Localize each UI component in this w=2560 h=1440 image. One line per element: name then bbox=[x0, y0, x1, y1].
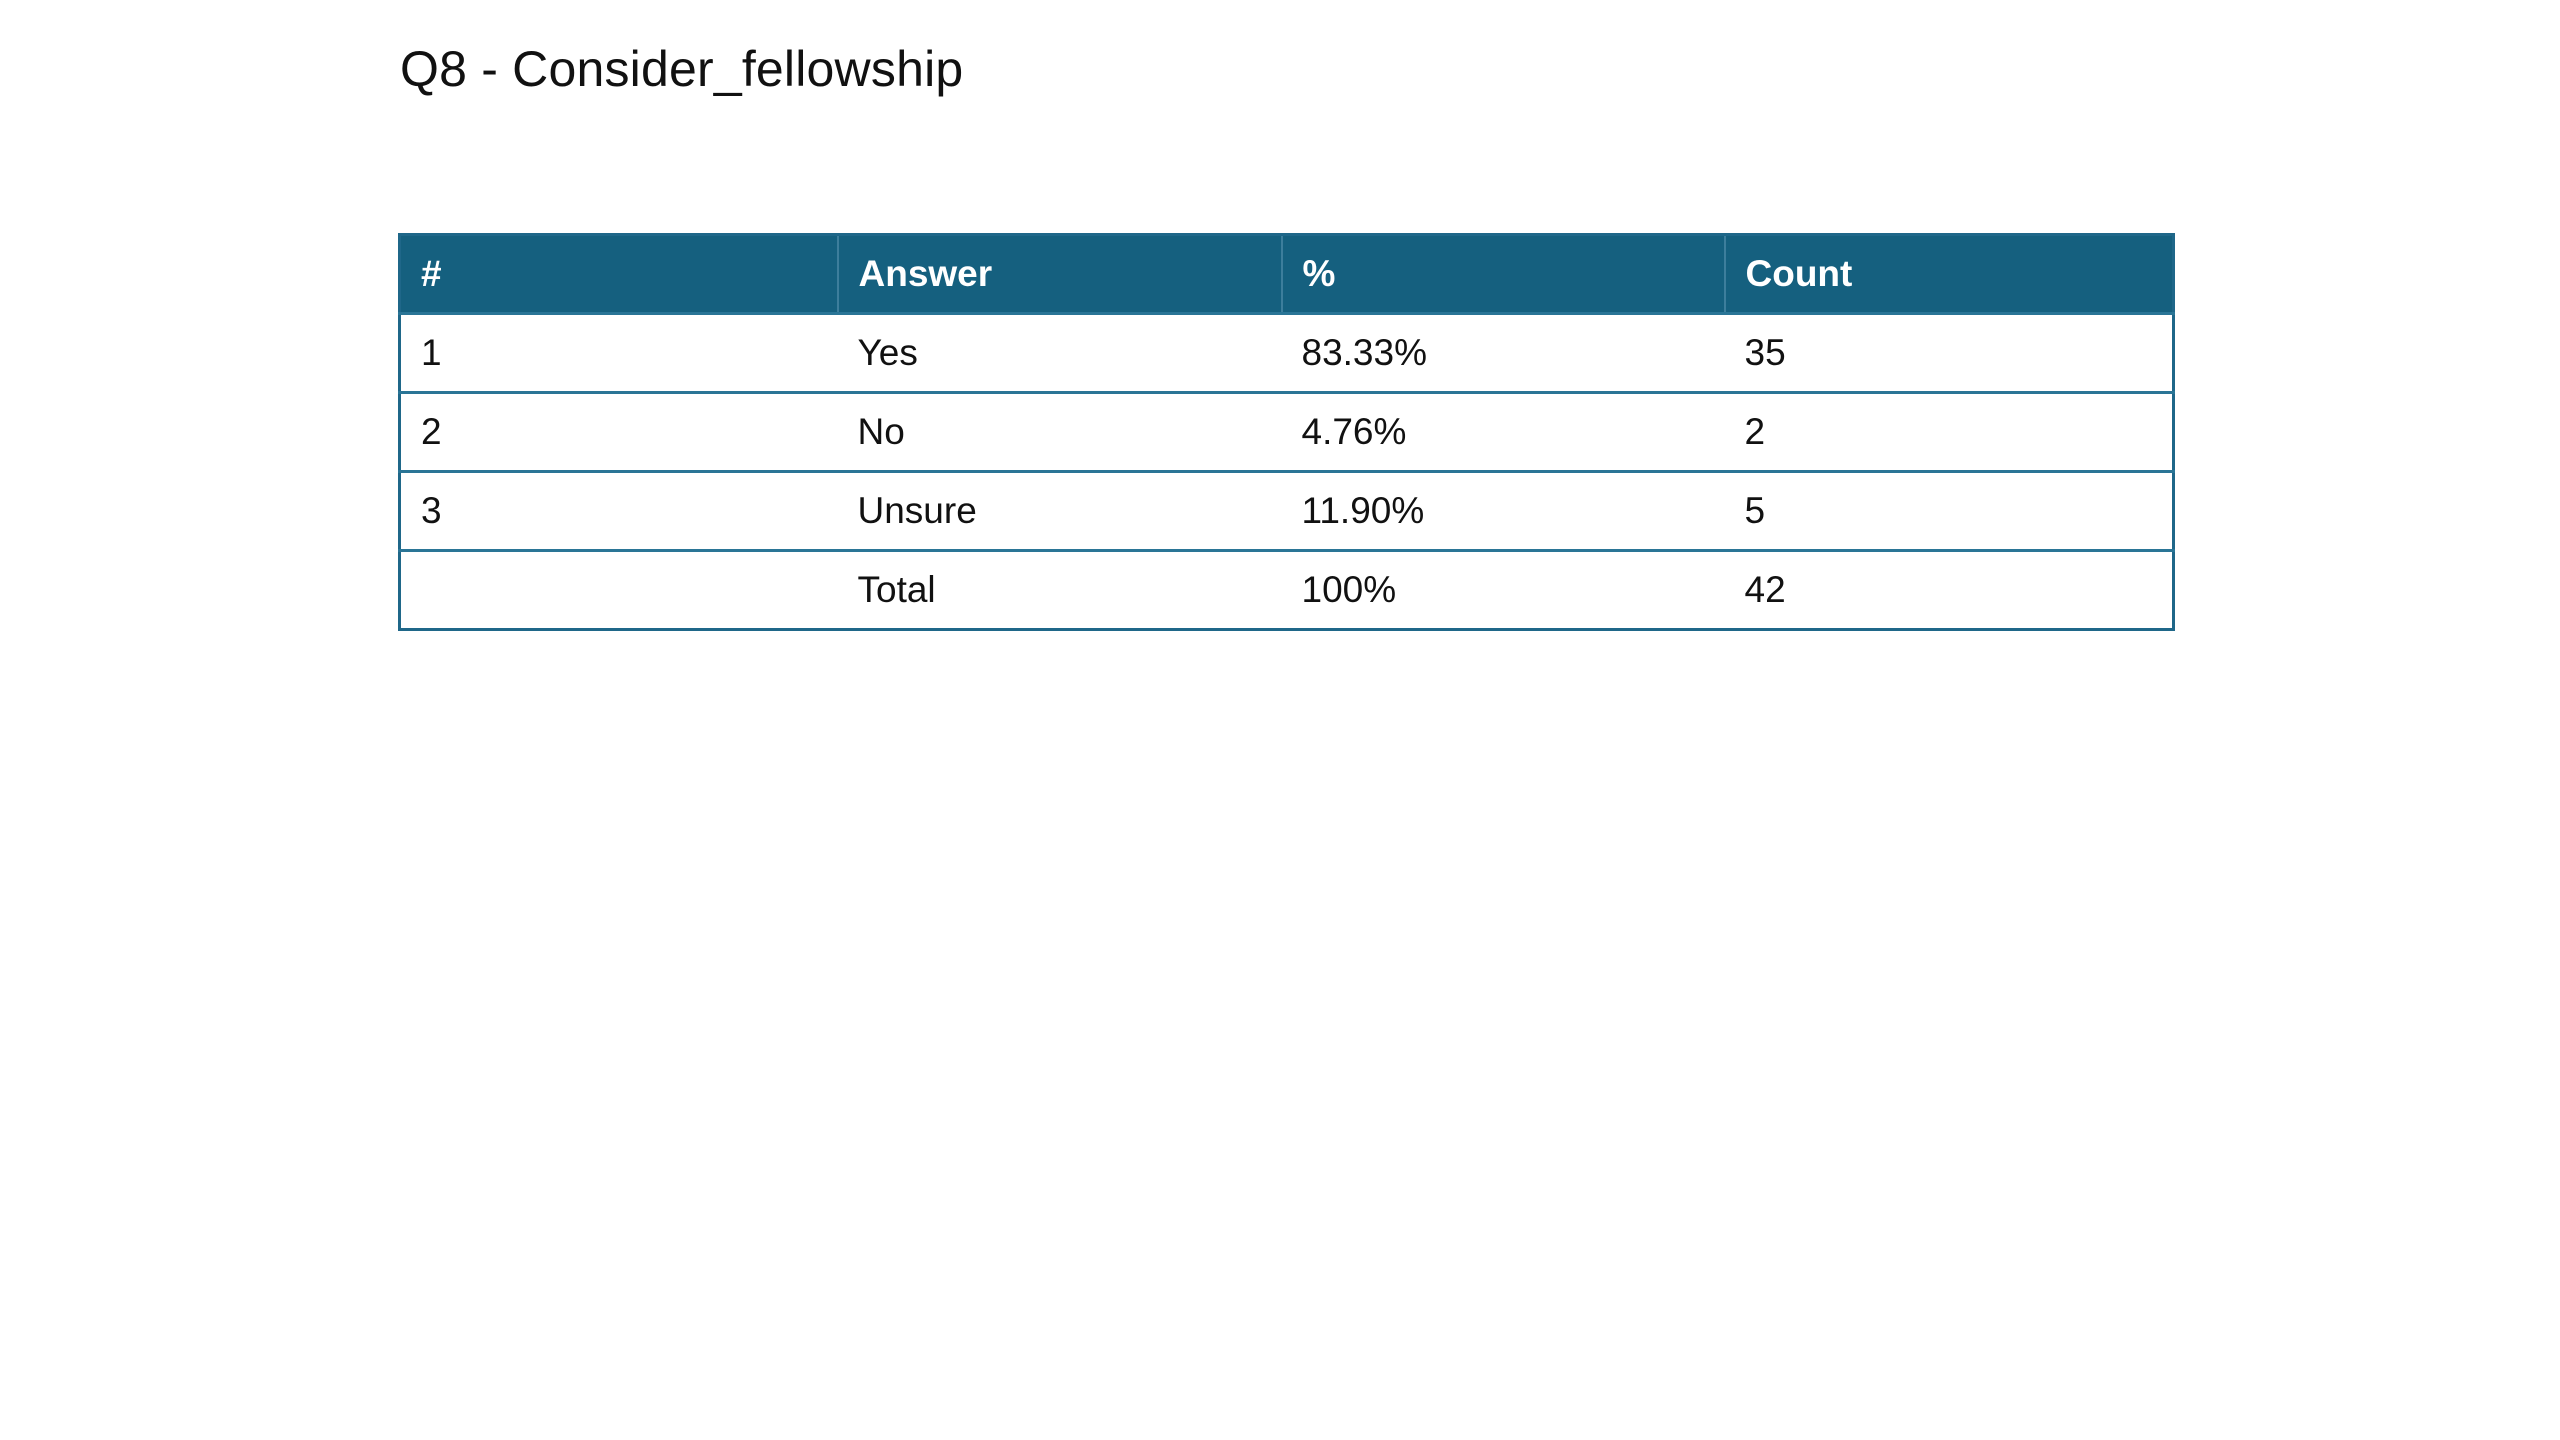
header-number: # bbox=[399, 234, 839, 314]
page-title: Q8 - Consider_fellowship bbox=[400, 41, 964, 97]
cell-answer: Yes bbox=[857, 332, 918, 373]
cell-count: 35 bbox=[1744, 332, 1786, 373]
cell-number: 3 bbox=[421, 490, 442, 531]
table-row: 2 No 4.76% 2 bbox=[399, 392, 2174, 472]
cell-number: 2 bbox=[421, 411, 442, 452]
cell-number bbox=[400, 551, 838, 630]
cell-number: 1 bbox=[421, 332, 442, 373]
header-percent: % bbox=[1281, 234, 1726, 314]
cell-count: 42 bbox=[1744, 569, 1786, 610]
results-table: # Answer % Count 1 Yes 83.33% 35 2 No 4.… bbox=[398, 233, 2175, 631]
cell-percent: 100% bbox=[1301, 569, 1397, 610]
cell-answer: No bbox=[857, 411, 905, 452]
cell-answer: Total bbox=[857, 569, 936, 610]
table-row: 1 Yes 83.33% 35 bbox=[399, 313, 2174, 393]
cell-count: 5 bbox=[1744, 490, 1766, 531]
header-answer: Answer bbox=[837, 234, 1283, 314]
header-count: Count bbox=[1745, 253, 1853, 294]
cell-percent: 4.76% bbox=[1301, 411, 1407, 452]
table-total-row: Total 100% 42 bbox=[399, 550, 2174, 630]
cell-answer: Unsure bbox=[857, 490, 977, 531]
cell-percent: 83.33% bbox=[1301, 332, 1428, 373]
table-row: 3 Unsure 11.90% 5 bbox=[399, 471, 2174, 551]
table-header-row: # Answer % Count bbox=[399, 234, 2174, 314]
cell-count: 2 bbox=[1744, 411, 1766, 452]
cell-percent: 11.90% bbox=[1301, 490, 1425, 531]
